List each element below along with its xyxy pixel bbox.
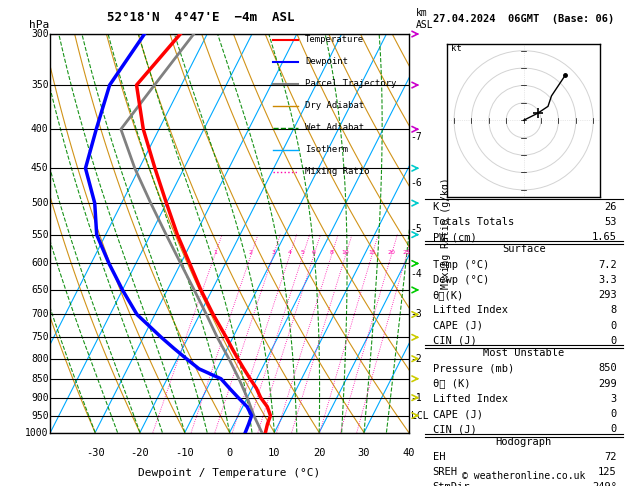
- Text: 650: 650: [31, 285, 48, 295]
- Text: -30: -30: [86, 449, 104, 458]
- Text: Isotherm: Isotherm: [305, 145, 348, 154]
- Text: Parcel Trajectory: Parcel Trajectory: [305, 79, 396, 88]
- Text: 8: 8: [611, 305, 617, 315]
- Text: Hodograph: Hodograph: [496, 436, 552, 447]
- Text: 0: 0: [611, 321, 617, 330]
- Text: 600: 600: [31, 259, 48, 268]
- Text: Surface: Surface: [502, 244, 545, 254]
- Text: CIN (J): CIN (J): [433, 424, 476, 434]
- Text: 850: 850: [31, 374, 48, 384]
- Text: Mixing Ratio: Mixing Ratio: [305, 167, 369, 176]
- Text: 27.04.2024  06GMT  (Base: 06): 27.04.2024 06GMT (Base: 06): [433, 15, 615, 24]
- Text: 299: 299: [598, 379, 617, 389]
- Text: 700: 700: [31, 310, 48, 319]
- Text: 4: 4: [288, 250, 292, 255]
- Text: 10: 10: [268, 449, 281, 458]
- Text: -10: -10: [175, 449, 194, 458]
- Text: K: K: [433, 202, 439, 212]
- Text: StmDir: StmDir: [433, 483, 470, 486]
- Text: 800: 800: [31, 354, 48, 364]
- Text: Mixing Ratio (g/kg): Mixing Ratio (g/kg): [441, 177, 451, 289]
- Text: 500: 500: [31, 198, 48, 208]
- Text: 293: 293: [598, 290, 617, 300]
- Text: 3.3: 3.3: [598, 275, 617, 285]
- Text: -4: -4: [411, 269, 423, 279]
- Text: Dewpoint / Temperature (°C): Dewpoint / Temperature (°C): [138, 469, 321, 478]
- Text: Wet Adiabat: Wet Adiabat: [305, 123, 364, 132]
- Text: 0: 0: [226, 449, 233, 458]
- Text: Lifted Index: Lifted Index: [433, 394, 508, 404]
- Text: 52°18'N  4°47'E  −4m  ASL: 52°18'N 4°47'E −4m ASL: [107, 11, 294, 24]
- Text: 1000: 1000: [25, 428, 48, 437]
- Text: 7.2: 7.2: [598, 260, 617, 270]
- Text: -7: -7: [411, 132, 423, 142]
- Text: CIN (J): CIN (J): [433, 336, 476, 346]
- Text: CAPE (J): CAPE (J): [433, 409, 482, 419]
- Text: 750: 750: [31, 332, 48, 342]
- Text: km
ASL: km ASL: [416, 8, 433, 30]
- Text: -3: -3: [411, 310, 423, 319]
- Text: 30: 30: [358, 449, 370, 458]
- Text: 900: 900: [31, 393, 48, 403]
- Text: 26: 26: [604, 202, 617, 212]
- Text: 1: 1: [213, 250, 217, 255]
- Text: 20: 20: [313, 449, 325, 458]
- Text: Pressure (mb): Pressure (mb): [433, 364, 514, 373]
- Text: kt: kt: [450, 44, 461, 52]
- Text: 350: 350: [31, 80, 48, 90]
- Text: Dewp (°C): Dewp (°C): [433, 275, 489, 285]
- Text: 950: 950: [31, 411, 48, 420]
- Text: 40: 40: [403, 449, 415, 458]
- Text: Most Unstable: Most Unstable: [483, 348, 564, 358]
- Text: Temperature: Temperature: [305, 35, 364, 45]
- Text: 1.65: 1.65: [592, 232, 617, 242]
- Text: 5: 5: [301, 250, 305, 255]
- Text: Totals Totals: Totals Totals: [433, 217, 514, 227]
- Text: 3: 3: [611, 394, 617, 404]
- Text: 25: 25: [403, 250, 411, 255]
- Text: LCL: LCL: [411, 411, 428, 420]
- Text: CAPE (J): CAPE (J): [433, 321, 482, 330]
- Text: 0: 0: [611, 336, 617, 346]
- Text: 249°: 249°: [592, 483, 617, 486]
- Text: 6: 6: [312, 250, 316, 255]
- Text: EH: EH: [433, 452, 445, 462]
- Text: -5: -5: [411, 224, 423, 234]
- Text: © weatheronline.co.uk: © weatheronline.co.uk: [462, 471, 586, 481]
- Text: 300: 300: [31, 29, 48, 39]
- Text: 72: 72: [604, 452, 617, 462]
- Text: SREH: SREH: [433, 467, 457, 477]
- Text: 850: 850: [598, 364, 617, 373]
- Text: θᴇ (K): θᴇ (K): [433, 379, 470, 389]
- Text: -2: -2: [411, 354, 423, 364]
- Text: 2: 2: [249, 250, 253, 255]
- Text: 400: 400: [31, 124, 48, 134]
- Text: 3: 3: [271, 250, 276, 255]
- Text: 20: 20: [387, 250, 395, 255]
- Text: 450: 450: [31, 163, 48, 173]
- Text: 8: 8: [330, 250, 333, 255]
- Text: Temp (°C): Temp (°C): [433, 260, 489, 270]
- Text: -6: -6: [411, 177, 423, 188]
- Text: Dewpoint: Dewpoint: [305, 57, 348, 67]
- Text: 550: 550: [31, 230, 48, 240]
- Text: 15: 15: [368, 250, 376, 255]
- Text: 0: 0: [611, 409, 617, 419]
- Text: 10: 10: [342, 250, 350, 255]
- Text: 0: 0: [611, 424, 617, 434]
- Text: 125: 125: [598, 467, 617, 477]
- Text: 53: 53: [604, 217, 617, 227]
- Text: Dry Adiabat: Dry Adiabat: [305, 101, 364, 110]
- Text: -1: -1: [411, 393, 423, 403]
- Text: θᴇ(K): θᴇ(K): [433, 290, 464, 300]
- Text: Lifted Index: Lifted Index: [433, 305, 508, 315]
- Text: PW (cm): PW (cm): [433, 232, 476, 242]
- Text: -20: -20: [131, 449, 149, 458]
- Text: hPa: hPa: [29, 20, 49, 30]
